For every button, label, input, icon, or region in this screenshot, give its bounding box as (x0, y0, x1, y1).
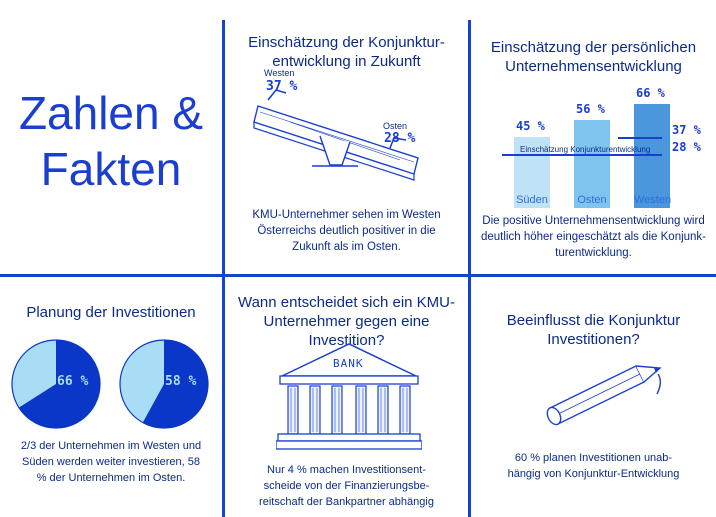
pie-chart-1 (10, 338, 102, 430)
bar-category-label: Süden (516, 194, 548, 206)
forecast-heading: Einschätzung der Konjunktur- entwicklung… (225, 33, 468, 71)
reference-value-west: 37 % (672, 123, 701, 137)
business-text-line2: deutlich höher eingeschätzt als die Konj… (480, 231, 707, 243)
influence-heading-line2: Investitionen? (547, 331, 640, 348)
decision-heading-line2: Unternehmer gegen eine Investition? (263, 313, 430, 349)
pie1-slice (18, 340, 100, 428)
divider-vertical-right (468, 20, 471, 517)
planning-text-line2: Süden werden weiter investieren, 58 (22, 456, 200, 468)
bar-value-label: 45 % (516, 119, 545, 133)
bar-value-label: 66 % (636, 86, 665, 100)
forecast-text-line2: Österreichs deutlich positiver in die (257, 225, 436, 237)
business-heading: Einschätzung der persönlichen Unternehme… (471, 38, 716, 76)
decision-text-line1: Nur 4 % machen Investitionsent- (267, 464, 426, 476)
bar-category-label: Westen (634, 194, 672, 206)
planning-text-line1: 2/3 der Unternehmen im Westen und (20, 440, 202, 452)
forecast-text: KMU-Unternehmer sehen im Westen Österrei… (225, 207, 468, 255)
reference-line-label: Einschätzung Konjunkturentwicklung (520, 145, 651, 154)
page-title-line1: Zahlen & (18, 87, 204, 139)
influence-text-line1: 60 % planen Investitionen unab- (514, 452, 673, 464)
reference-value-east: 28 % (672, 140, 701, 154)
influence-heading-line1: Beeinflusst die Konjunktur (506, 312, 681, 329)
divider-horizontal (0, 274, 716, 277)
forecast-heading-line1: Einschätzung der Konjunktur- (248, 34, 445, 51)
pencil-illustration (536, 358, 666, 430)
business-heading-line2: Unternehmensentwicklung (505, 58, 682, 75)
bank-sign: BANK (333, 357, 364, 370)
seesaw-illustration (250, 70, 440, 190)
forecast-text-line3: Zukunft als im Osten. (292, 241, 401, 253)
bar-category-label: Osten (577, 194, 607, 206)
pencil-icon (546, 365, 662, 426)
pie-chart-2 (118, 338, 210, 430)
influence-heading: Beeinflusst die Konjunktur Investitionen… (471, 311, 716, 349)
reference-line-upper (618, 137, 662, 139)
decision-text-line2: scheide von der Finanzierungsbe- (263, 480, 430, 492)
forecast-heading-line2: entwicklung in Zukunft (272, 53, 421, 70)
planning-text-line3: % der Unternehmen im Osten. (36, 472, 186, 484)
influence-text-line2: hängig von Konjunktur-Entwicklung (507, 468, 680, 480)
reference-line (502, 154, 662, 156)
influence-text: 60 % planen Investitionen unab- hängig v… (471, 450, 716, 482)
decision-text: Nur 4 % machen Investitionsent- scheide … (225, 462, 468, 510)
bar-2: Osten (574, 120, 610, 208)
business-text-line3: turentwicklung. (555, 247, 632, 259)
business-heading-line1: Einschätzung der persönlichen (490, 39, 697, 56)
page-title: Zahlen & Fakten (0, 85, 222, 197)
west-label: Westen (264, 68, 295, 78)
pie1-label: 66 % (57, 374, 89, 389)
business-bar-chart: Süden 45 % Osten 56 % Westen 66 % (504, 76, 704, 208)
forecast-text-line1: KMU-Unternehmer sehen im Westen (252, 209, 441, 221)
bar-value-label: 56 % (576, 102, 605, 116)
decision-heading: Wann entscheidet sich ein KMU- Unternehm… (225, 293, 468, 350)
bar-3: Westen (634, 104, 672, 208)
bar-1: Süden (514, 137, 550, 208)
page-title-line2: Fakten (40, 143, 182, 195)
bank-icon (275, 343, 423, 450)
business-text-line1: Die positive Unternehmensentwicklung wir… (482, 215, 705, 227)
business-text: Die positive Unternehmensentwicklung wir… (471, 213, 716, 261)
seesaw-icon (253, 89, 419, 181)
bar-area: Süden 45 % Osten 56 % Westen 66 % (504, 76, 704, 208)
decision-heading-line1: Wann entscheidet sich ein KMU- (237, 294, 456, 311)
decision-text-line3: reitschaft der Bankpartner abhängig (259, 496, 434, 508)
east-label: Osten (383, 121, 408, 131)
east-value: 28 % (384, 131, 416, 146)
pie2-label: 58 % (165, 374, 197, 389)
planning-heading: Planung der Investitionen (26, 304, 196, 321)
planning-text: 2/3 der Unternehmen im Westen und Süden … (0, 438, 222, 486)
divider-vertical-left (222, 20, 225, 517)
west-value: 37 % (266, 79, 298, 94)
pie2-slice (142, 340, 208, 428)
bank-illustration (275, 340, 423, 452)
